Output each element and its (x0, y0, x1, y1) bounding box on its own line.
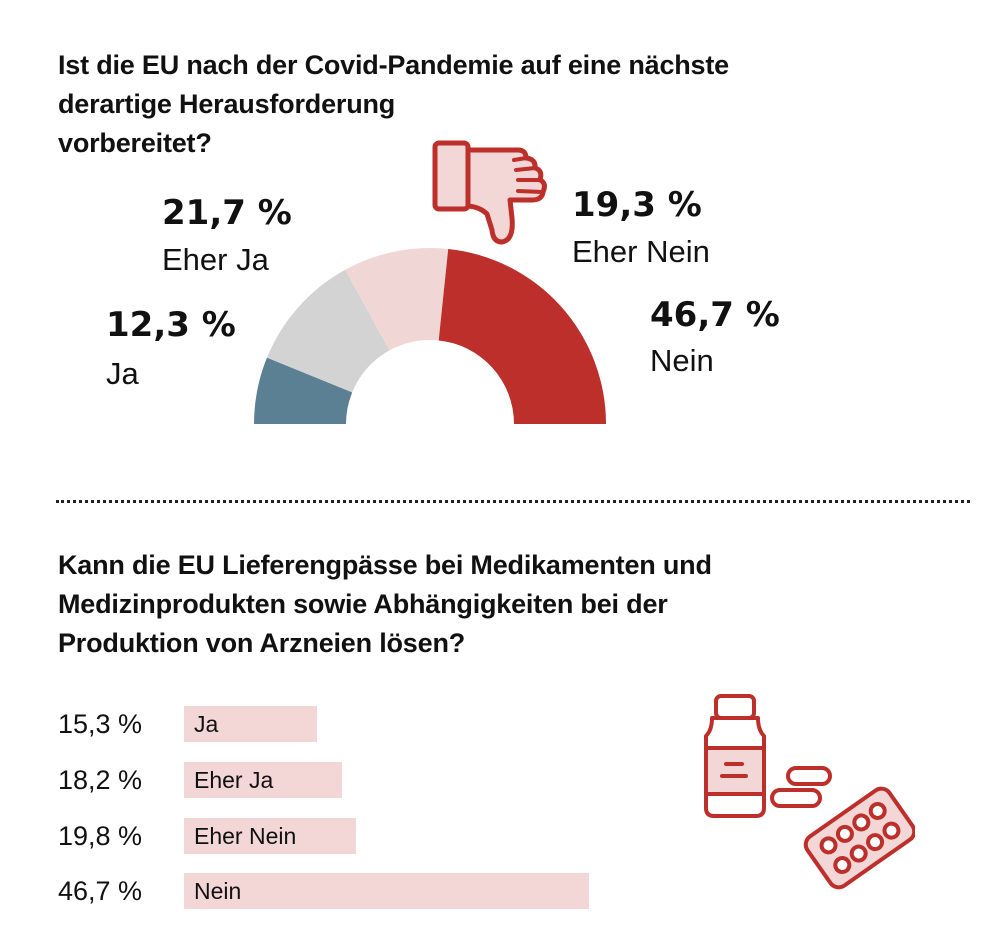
ja-percent: 12,3 % (106, 305, 236, 345)
nein-percent: 46,7 % (650, 295, 780, 335)
question-2-title-line-1: Kann die EU Lieferengpässe bei Medikamen… (58, 550, 712, 580)
bar-label-eher-nein: Eher Nein (194, 823, 297, 849)
nein-label: Nein (650, 343, 714, 378)
bar-value-nein: 46,7 % (58, 876, 143, 906)
bar-eher-nein (184, 818, 356, 854)
slice-eher-nein (345, 248, 449, 351)
question-1-title-line-3: vorbereitet? (58, 128, 212, 158)
eher-nein-label: Eher Nein (572, 234, 710, 269)
bar-value-ja: 15,3 % (58, 709, 143, 739)
slice-eher-ja (266, 269, 390, 393)
eher-nein-percent: 19,3 % (572, 185, 702, 225)
eher-ja-percent: 21,7 % (162, 193, 292, 233)
question-1-title: Ist die EU nach der Covid-Pandemie auf e… (58, 46, 858, 163)
question-2-title: Kann die EU Lieferengpässe bei Medikamen… (58, 546, 878, 663)
question-2-title-line-3: Produktion von Arzneien lösen? (58, 628, 466, 658)
bar-label-ja: Ja (194, 711, 219, 737)
ja-label: Ja (106, 356, 139, 391)
bar-nein (184, 873, 589, 909)
bar-value-eher-ja: 18,2 % (58, 765, 143, 795)
bar-label-eher-ja: Eher Ja (194, 767, 274, 793)
question-1-title-line-2: derartige Herausforderung (58, 89, 396, 119)
slice-nein (438, 248, 606, 424)
dotted-divider (56, 500, 970, 503)
medicine-icon (704, 694, 915, 890)
bar-label-nein: Nein (194, 878, 242, 904)
half-donut-chart (254, 248, 606, 424)
bar-eher-ja (184, 762, 342, 798)
bar-value-eher-nein: 19,8 % (58, 821, 143, 851)
question-1-title-line-1: Ist die EU nach der Covid-Pandemie auf e… (58, 50, 729, 80)
question-2-title-line-2: Medizinprodukten sowie Abhängigkeiten be… (58, 589, 668, 619)
thumbs-down-icon (432, 140, 547, 245)
eher-ja-label: Eher Ja (162, 242, 269, 277)
slice-ja (254, 357, 353, 424)
bar-ja (184, 706, 317, 742)
